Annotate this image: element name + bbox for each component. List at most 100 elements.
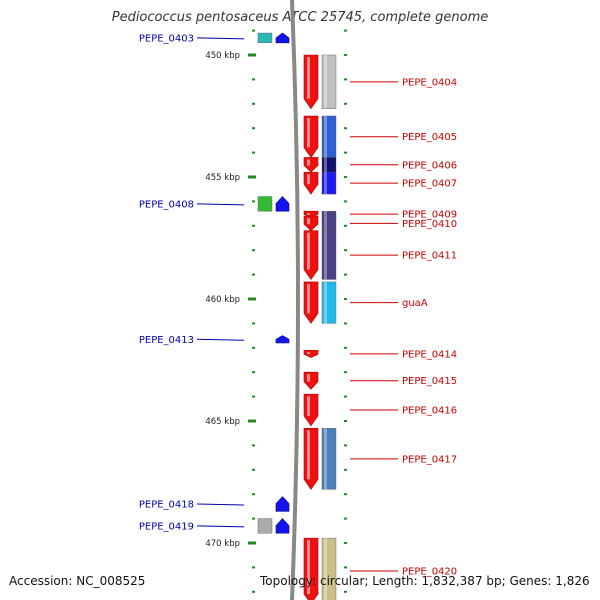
gene-label[interactable]: guaA bbox=[402, 298, 428, 309]
label-layer: PEPE_0403 PEPE_0404 PEPE_0405 PEPE_0406 PEPE… bbox=[139, 33, 457, 577]
gene-arrow-reverse[interactable] bbox=[303, 281, 319, 324]
gene-leader-line bbox=[196, 338, 245, 341]
gene-arrow-reverse[interactable] bbox=[303, 537, 319, 600]
ruler-label: 460 kbp bbox=[205, 295, 240, 305]
minor-tick bbox=[252, 29, 255, 32]
minor-tick bbox=[344, 395, 347, 398]
gene-label[interactable]: PEPE_0409 bbox=[402, 210, 457, 221]
gene-arrow-forward[interactable] bbox=[275, 196, 290, 212]
gene-category-highlight bbox=[324, 172, 327, 195]
gene-leader-line bbox=[196, 37, 245, 40]
gene-arrow-reverse[interactable] bbox=[303, 54, 319, 110]
minor-tick bbox=[252, 444, 255, 447]
gene-arrow-highlight bbox=[307, 213, 310, 216]
minor-tick bbox=[344, 542, 347, 544]
accession-text: Accession: NC_008525 bbox=[9, 574, 146, 588]
gene-label[interactable]: PEPE_0410 bbox=[402, 219, 457, 230]
minor-tick bbox=[252, 346, 255, 349]
minor-tick bbox=[344, 127, 347, 130]
gene-arrow-reverse[interactable] bbox=[303, 230, 319, 281]
gene-arrow-forward[interactable] bbox=[275, 496, 290, 512]
minor-tick bbox=[344, 517, 347, 520]
gene-category-box bbox=[321, 171, 337, 195]
gene-category-highlight bbox=[324, 116, 327, 158]
minor-tick bbox=[344, 102, 347, 105]
gene-category-box bbox=[257, 518, 273, 534]
minor-tick bbox=[344, 322, 347, 325]
minor-tick bbox=[252, 127, 255, 130]
gene-label[interactable]: PEPE_0413 bbox=[139, 335, 194, 346]
ruler-layer: 450 kbp 455 kbp 460 kbp 465 kbp 470 kbp bbox=[205, 51, 256, 549]
minor-tick bbox=[252, 493, 255, 496]
genome-backbone bbox=[290, 0, 300, 600]
gene-category-box bbox=[321, 537, 337, 600]
gene-label[interactable]: PEPE_0411 bbox=[402, 251, 457, 262]
gene-category-box bbox=[257, 196, 273, 212]
gene-arrow-forward[interactable] bbox=[275, 32, 290, 44]
gene-arrow-reverse[interactable] bbox=[303, 157, 319, 173]
minor-tick bbox=[344, 200, 347, 203]
gene-label[interactable]: PEPE_0419 bbox=[139, 521, 194, 532]
gene-label[interactable]: PEPE_0414 bbox=[402, 349, 457, 360]
gene-leader-line bbox=[196, 203, 245, 206]
gene-label[interactable]: PEPE_0416 bbox=[402, 406, 457, 417]
minor-tick bbox=[344, 590, 347, 593]
gene-label[interactable]: PEPE_0404 bbox=[402, 77, 457, 88]
gene-arrow-highlight bbox=[307, 174, 310, 185]
gene-arrow-highlight bbox=[307, 283, 310, 314]
minor-tick bbox=[344, 371, 347, 374]
gene-arrow-highlight bbox=[307, 396, 310, 416]
gene-arrow-highlight bbox=[307, 232, 310, 270]
gene-label[interactable]: PEPE_0415 bbox=[402, 376, 457, 387]
minor-tick bbox=[252, 517, 255, 520]
gene-arrow-reverse[interactable] bbox=[303, 393, 319, 427]
gene-category-highlight bbox=[324, 538, 327, 600]
gene-label[interactable]: PEPE_0406 bbox=[402, 160, 457, 171]
gene-arrow-highlight bbox=[307, 118, 310, 148]
minor-tick bbox=[252, 151, 255, 154]
minor-tick bbox=[252, 371, 255, 374]
gene-arrow-reverse[interactable] bbox=[303, 428, 319, 490]
minor-tick bbox=[344, 444, 347, 447]
minor-tick bbox=[344, 249, 347, 252]
major-tick bbox=[248, 541, 256, 545]
gene-label[interactable]: PEPE_0405 bbox=[402, 132, 457, 143]
gene-category-box bbox=[321, 281, 337, 324]
gene-arrow-forward[interactable] bbox=[275, 335, 290, 344]
gene-label[interactable]: PEPE_0407 bbox=[402, 179, 457, 190]
major-tick bbox=[248, 297, 256, 301]
major-tick bbox=[248, 419, 256, 423]
gene-label[interactable]: PEPE_0420 bbox=[402, 567, 457, 578]
gene-label[interactable]: PEPE_0403 bbox=[139, 33, 194, 44]
gene-category-highlight bbox=[324, 428, 327, 490]
gene-arrow-forward[interactable] bbox=[275, 518, 290, 534]
major-tick bbox=[248, 53, 256, 57]
minor-tick bbox=[344, 468, 347, 471]
minor-tick bbox=[252, 273, 255, 276]
minor-tick bbox=[252, 590, 255, 593]
gene-category-highlight bbox=[324, 216, 327, 231]
gene-arrow-highlight bbox=[307, 540, 310, 594]
minor-tick bbox=[344, 298, 347, 300]
minor-tick bbox=[252, 395, 255, 398]
minor-tick bbox=[252, 322, 255, 325]
gene-arrow-reverse[interactable] bbox=[303, 215, 319, 232]
gene-label[interactable]: PEPE_0417 bbox=[402, 454, 457, 465]
gene-label[interactable]: PEPE_0408 bbox=[139, 199, 194, 210]
gene-leader-line bbox=[196, 525, 245, 528]
gene-arrow-highlight bbox=[307, 57, 310, 99]
minor-tick bbox=[344, 176, 347, 178]
backbone-layer bbox=[290, 0, 300, 600]
gene-category-highlight bbox=[324, 157, 327, 173]
gene-category-highlight bbox=[324, 55, 327, 109]
minor-tick bbox=[344, 54, 347, 56]
gene-arrow-highlight bbox=[307, 374, 310, 382]
gene-arrow-reverse[interactable] bbox=[303, 171, 319, 195]
gene-arrow-highlight bbox=[307, 430, 310, 480]
gene-label[interactable]: PEPE_0418 bbox=[139, 499, 194, 510]
topology-text: Topology: circular; Length: 1,832,387 bp… bbox=[260, 574, 590, 588]
gene-arrow-reverse[interactable] bbox=[303, 115, 319, 159]
gene-arrow-reverse[interactable] bbox=[303, 349, 319, 358]
gene-arrow-reverse[interactable] bbox=[303, 371, 319, 390]
